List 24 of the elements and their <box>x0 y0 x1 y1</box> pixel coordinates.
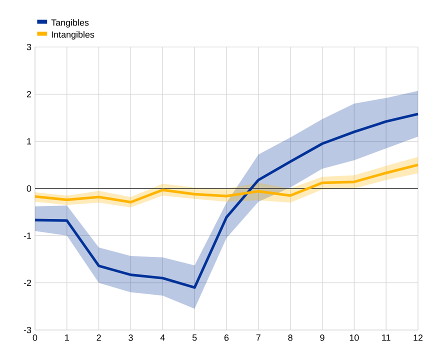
x-tick-label: 7 <box>256 334 260 341</box>
x-tick-label: 3 <box>128 334 133 341</box>
x-tick-label: 9 <box>320 334 324 341</box>
x-tick-label: 6 <box>224 334 229 341</box>
y-tick-label: -2 <box>24 280 32 286</box>
y-tick-label: 0 <box>26 185 32 192</box>
y-tick-label: 3 <box>26 44 32 50</box>
y-tick-label: 1 <box>27 138 32 144</box>
line-series <box>34 164 420 204</box>
x-tick-label: 10 <box>350 334 359 341</box>
y-tick-label: -3 <box>24 326 32 334</box>
line-series <box>34 112 420 289</box>
legend-label: Intangibles <box>52 31 94 40</box>
x-tick-label: 5 <box>192 334 197 341</box>
x-tick-label: 4 <box>160 334 165 341</box>
y-tick-label: 2 <box>26 91 32 98</box>
x-tick-label: 2 <box>96 334 101 341</box>
y-tick-label: -1 <box>24 232 32 239</box>
x-tick-label: 8 <box>288 334 292 341</box>
x-tick-label: 12 <box>414 334 423 341</box>
x-tick-label: 11 <box>382 334 390 341</box>
x-tick-label: 1 <box>65 334 69 341</box>
x-tick-label: 0 <box>32 334 38 341</box>
legend-label: Tangibles <box>51 19 89 28</box>
